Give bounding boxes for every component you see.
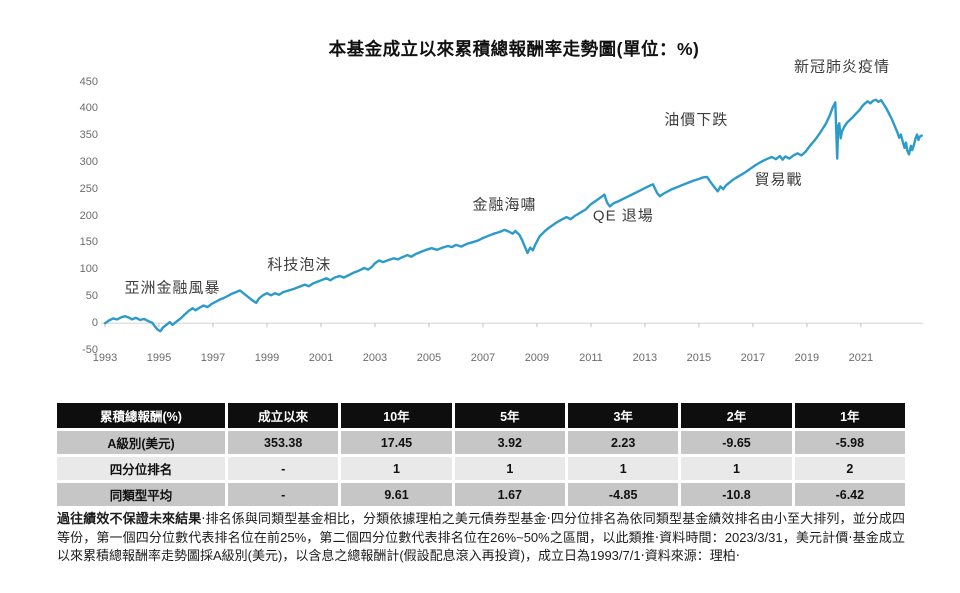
annotation-tech-bubble: 科技泡沫 [267, 256, 332, 274]
table-header-cell: 成立以來 [228, 403, 339, 428]
table-value-cell: - [228, 483, 339, 506]
table-value-cell: -5.98 [794, 431, 905, 454]
y-tick-label: 50 [85, 289, 98, 302]
table-header-cell: 累積總報酬(%) [57, 403, 225, 428]
table-value-cell: 3.92 [454, 431, 565, 454]
x-tick-label: 2021 [848, 352, 874, 364]
x-tick-label: 1997 [200, 352, 226, 364]
table-value-cell: -10.8 [681, 483, 792, 506]
x-tick-label: 2019 [794, 352, 820, 364]
table-value-cell: 1 [341, 457, 452, 480]
y-tick-label: 300 [79, 155, 98, 168]
disclaimer-body: ‧排名係與同類型基金相比，分類依據理柏之美元債券型基金‧四分位排名為依同類型基金… [57, 511, 905, 563]
table-row-label: 四分位排名 [57, 457, 225, 480]
table-value-cell: 17.45 [341, 431, 452, 454]
table-header-cell: 1年 [794, 403, 905, 428]
table-row-label: A級別(美元) [57, 431, 225, 454]
x-tick-label: 2011 [579, 352, 603, 364]
y-tick-label: 200 [79, 209, 98, 222]
x-tick-label: 2017 [740, 352, 766, 364]
return-series-line [103, 98, 923, 333]
table-value-cell: -9.65 [681, 431, 792, 454]
table-value-cell: 1.67 [454, 483, 565, 506]
line-chart-canvas [101, 98, 923, 333]
x-tick-label: 2007 [470, 352, 496, 364]
y-tick-label: 250 [79, 182, 98, 195]
x-tick-label: 2013 [632, 352, 658, 364]
y-tick-label: 400 [79, 102, 98, 115]
performance-table: 累積總報酬(%) 成立以來 10年 5年 3年 2年 1年 A級別(美元) 353.38 17.4… [57, 403, 905, 506]
table-value-cell: 2.23 [568, 431, 679, 454]
table-value-cell: 2 [794, 457, 905, 480]
y-tick-label: 350 [79, 129, 98, 142]
table-header-cell: 2年 [681, 403, 792, 428]
annotation-oil-price-drop: 油價下跌 [664, 111, 729, 129]
annotation-covid-pandemic: 新冠肺炎疫情 [793, 58, 891, 76]
y-tick-label: -50 [82, 343, 98, 356]
annotation-qe-exit: QE 退場 [592, 207, 654, 225]
x-tick-label: 1995 [146, 352, 172, 364]
x-tick-label: 1999 [254, 352, 280, 364]
table-value-cell: 9.61 [341, 483, 452, 506]
disclaimer-bold-intro: 過往績效不保證未來結果 [57, 511, 202, 526]
x-tick-label: 2015 [686, 352, 712, 364]
chart-title: 本基金成立以來累積總報酬率走勢圖(單位：%) [328, 39, 700, 59]
y-tick-label: 450 [79, 75, 98, 88]
table-value-cell: 1 [454, 457, 565, 480]
table-value-cell: -4.85 [568, 483, 679, 506]
annotation-trade-war: 貿易戰 [754, 171, 803, 189]
table-row-label: 同類型平均 [57, 483, 225, 506]
y-tick-label: 150 [79, 236, 98, 249]
x-tick-label: 1993 [92, 352, 118, 364]
x-tick-label: 2005 [416, 352, 442, 364]
y-tick-label: 0 [91, 316, 98, 329]
table-value-cell: 1 [568, 457, 679, 480]
table-header-cell: 3年 [568, 403, 679, 428]
table-value-cell: 1 [681, 457, 792, 480]
table-header-cell: 5年 [454, 403, 565, 428]
annotation-financial-tsunami: 金融海嘯 [472, 196, 537, 214]
disclaimer-text: 過往績效不保證未來結果‧排名係與同類型基金相比，分類依據理柏之美元債券型基金‧四… [57, 510, 905, 566]
x-tick-label: 2003 [362, 352, 388, 364]
table-value-cell: - [228, 457, 339, 480]
x-tick-label: 2001 [308, 352, 334, 364]
table-value-cell: 353.38 [228, 431, 339, 454]
y-tick-label: 100 [79, 263, 98, 276]
x-tick-label: 2009 [524, 352, 550, 364]
annotation-asian-financial-crisis: 亞洲金融風暴 [124, 279, 221, 297]
table-header-cell: 10年 [341, 403, 452, 428]
table-value-cell: -6.42 [794, 483, 905, 506]
cumulative-return-chart: 本基金成立以來累積總報酬率走勢圖(單位：%) 450 400 350 300 250 20… [79, 39, 923, 364]
